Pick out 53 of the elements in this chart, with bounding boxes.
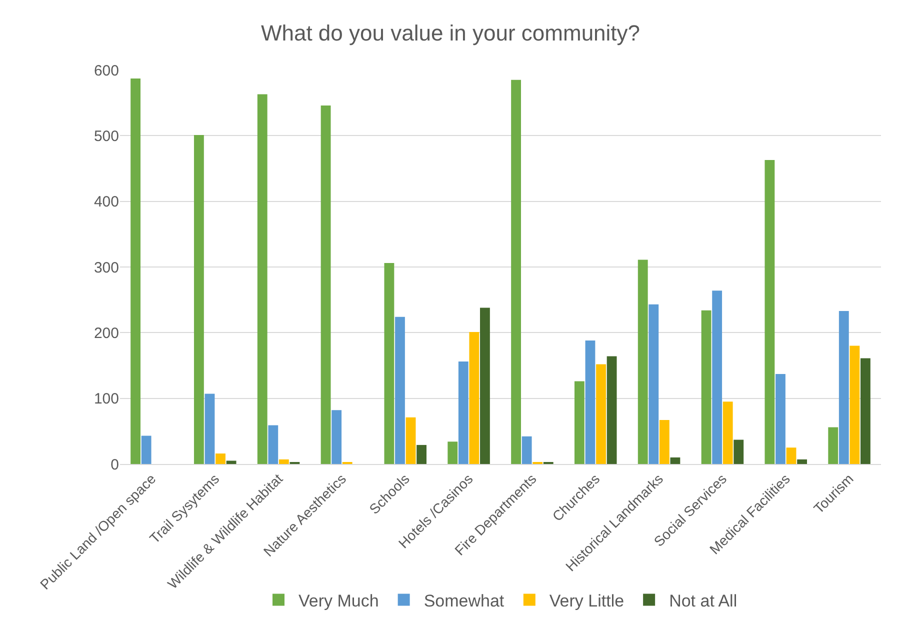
bar (480, 308, 490, 464)
bar (606, 356, 617, 464)
bar (670, 457, 680, 464)
bar (278, 459, 289, 464)
legend-label: Very Much (298, 591, 379, 610)
bar (648, 304, 659, 464)
bar (141, 436, 152, 464)
chart-title: What do you value in your community? (260, 20, 640, 46)
bar (797, 459, 808, 464)
bar (130, 78, 140, 464)
bar (776, 374, 786, 464)
y-tick-label: 600 (94, 62, 119, 80)
bar (384, 263, 394, 464)
bar (701, 310, 712, 464)
bar (216, 453, 226, 464)
bar (574, 381, 584, 464)
y-tick-label: 500 (94, 128, 119, 145)
bar (511, 80, 521, 464)
legend-label: Very Little (549, 591, 624, 610)
bar (786, 448, 796, 464)
bar (204, 394, 215, 464)
bar (828, 427, 838, 464)
bar (596, 364, 606, 464)
bar (659, 420, 670, 464)
bar (416, 444, 427, 464)
bar (712, 290, 722, 464)
bar (734, 440, 744, 464)
bar (585, 340, 596, 464)
bar (838, 311, 849, 464)
bar (194, 135, 204, 464)
y-tick-label: 300 (94, 259, 119, 276)
bar (395, 316, 405, 464)
bar (448, 442, 458, 464)
bar (332, 410, 342, 464)
legend-label: Not at All (669, 591, 738, 610)
bar (522, 436, 532, 464)
legend-label: Somewhat (424, 591, 504, 610)
bar (722, 402, 733, 464)
bar (458, 362, 468, 464)
bar (257, 94, 268, 464)
y-tick-label: 200 (94, 324, 119, 342)
y-tick-label: 0 (110, 456, 119, 474)
bar (226, 460, 236, 464)
bar (268, 425, 278, 464)
y-tick-label: 100 (94, 390, 119, 408)
bar (320, 105, 331, 464)
bar (469, 332, 480, 464)
bar (638, 260, 648, 464)
bar (850, 346, 860, 464)
bar (764, 160, 775, 464)
bar (860, 358, 870, 464)
bar (406, 417, 416, 464)
y-tick-label: 400 (94, 194, 119, 211)
